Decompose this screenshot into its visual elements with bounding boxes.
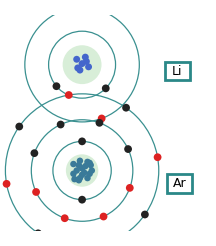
Circle shape [30, 149, 38, 157]
Circle shape [79, 172, 85, 178]
Circle shape [82, 54, 89, 61]
Bar [165, 62, 190, 80]
Circle shape [32, 188, 40, 196]
Bar [167, 174, 192, 193]
Circle shape [78, 138, 86, 145]
Circle shape [79, 60, 86, 67]
Circle shape [141, 211, 149, 218]
Circle shape [87, 162, 94, 168]
Text: Ar: Ar [172, 177, 186, 190]
Circle shape [66, 154, 98, 187]
Text: Li: Li [172, 65, 182, 78]
Circle shape [79, 165, 85, 172]
Circle shape [124, 145, 132, 153]
Circle shape [71, 176, 78, 182]
Circle shape [82, 163, 89, 169]
Circle shape [77, 175, 83, 181]
Circle shape [76, 177, 82, 184]
Circle shape [84, 175, 91, 181]
Circle shape [3, 180, 10, 188]
Circle shape [70, 170, 77, 177]
Circle shape [95, 119, 103, 127]
Circle shape [77, 157, 83, 164]
Circle shape [74, 64, 81, 71]
Circle shape [70, 161, 77, 167]
Circle shape [92, 242, 99, 246]
Circle shape [52, 82, 60, 90]
Circle shape [61, 214, 69, 222]
Circle shape [86, 160, 93, 166]
Circle shape [102, 84, 110, 92]
Circle shape [85, 63, 92, 70]
Circle shape [63, 45, 102, 84]
Circle shape [76, 162, 82, 168]
Circle shape [73, 56, 80, 63]
Circle shape [126, 184, 134, 192]
Circle shape [122, 104, 130, 112]
Circle shape [15, 123, 23, 130]
Circle shape [83, 58, 90, 65]
Circle shape [57, 121, 65, 128]
Circle shape [86, 170, 93, 177]
Circle shape [78, 196, 86, 204]
Circle shape [100, 213, 107, 220]
Circle shape [73, 167, 80, 174]
Circle shape [65, 91, 73, 99]
Circle shape [81, 169, 87, 176]
Circle shape [98, 115, 106, 122]
Circle shape [89, 167, 95, 174]
Circle shape [34, 230, 42, 237]
Circle shape [154, 153, 162, 161]
Circle shape [76, 67, 83, 74]
Circle shape [84, 159, 91, 165]
